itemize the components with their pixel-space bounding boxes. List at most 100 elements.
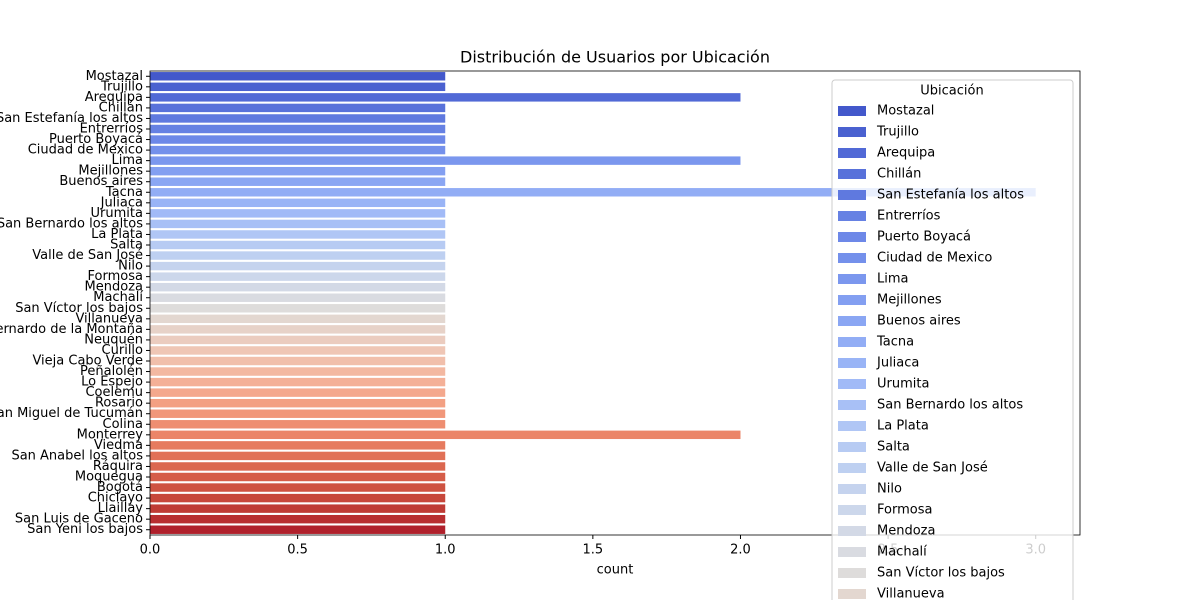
y-tick-label: Lo Espejo: [81, 375, 143, 390]
y-tick-label: Nilo: [118, 259, 143, 274]
legend-swatch: [838, 190, 866, 200]
bar: [150, 240, 446, 250]
y-tick-label: Tacna: [105, 185, 143, 200]
y-tick-label: Monterrey: [77, 427, 144, 442]
bar: [150, 325, 446, 334]
legend-swatch: [838, 400, 866, 410]
y-tick-label: Rosario: [95, 396, 143, 411]
bar: [150, 198, 446, 208]
bar: [150, 114, 446, 123]
legend-label: San Víctor los bajos: [877, 566, 1005, 581]
legend-label: Mejillones: [877, 293, 942, 308]
bar: [150, 293, 446, 302]
bar: [150, 388, 446, 397]
y-tick-label: San Bernardo de la Montaña: [0, 322, 143, 337]
legend-label: Arequipa: [877, 146, 935, 161]
y-tick-label: Chiclayo: [88, 491, 143, 506]
y-tick-label: San Bernardo los altos: [0, 216, 143, 231]
bar: [150, 72, 446, 81]
legend-swatch: [838, 295, 866, 305]
bar: [150, 135, 446, 144]
y-tick-label: Villanueva: [75, 311, 143, 326]
legend-label: Urumita: [877, 377, 929, 392]
bar: [150, 398, 446, 408]
bar: [150, 209, 446, 218]
bar: [150, 346, 446, 355]
bar: [150, 462, 446, 471]
bar: [150, 251, 446, 260]
x-tick-label: 0.5: [287, 543, 308, 558]
legend-swatch: [838, 211, 866, 221]
legend-label: Ciudad de Mexico: [877, 251, 992, 266]
bar: [150, 304, 446, 313]
legend-label: Lima: [877, 272, 908, 287]
x-tick-label: 1.0: [435, 543, 456, 558]
x-tick-label: 0.0: [140, 543, 161, 558]
bar: [150, 188, 1036, 197]
bar: [150, 367, 446, 376]
bar: [150, 451, 446, 461]
bar: [150, 356, 446, 366]
y-tick-label: Salta: [110, 238, 143, 253]
legend-label: Trujillo: [876, 125, 919, 140]
x-tick-label: 1.5: [583, 543, 604, 558]
y-tick-label: Colina: [103, 417, 143, 432]
legend-label: Mostazal: [877, 104, 934, 119]
y-tick-label: Neuquén: [84, 332, 143, 347]
y-tick-label: San Miguel de Tucumán: [0, 406, 143, 421]
bar: [150, 156, 741, 165]
y-tick-label: Viedma: [94, 438, 143, 453]
legend-title: Ubicación: [920, 84, 983, 99]
legend-swatch: [838, 316, 866, 326]
y-tick-label: Bogotá: [97, 480, 143, 495]
legend-label: Chillán: [877, 167, 921, 182]
bar: [150, 335, 446, 345]
bar: [150, 441, 446, 450]
y-tick-label: Vieja Cabo Verde: [32, 354, 143, 369]
bar: [150, 93, 741, 102]
y-tick-label: Mostazal: [86, 69, 143, 84]
legend-swatch: [838, 568, 866, 578]
legend-swatch: [838, 463, 866, 473]
legend-swatch: [838, 148, 866, 158]
legend-swatch: [838, 442, 866, 452]
bar: [150, 145, 446, 155]
legend-label: San Bernardo los altos: [877, 398, 1023, 413]
y-tick-label: Peñalolén: [80, 364, 143, 379]
legend-label: La Plata: [877, 419, 929, 434]
y-tick-label: Mejillones: [78, 164, 143, 179]
y-tick-label: Ciudad de Mexico: [28, 143, 143, 158]
chart-title: Distribución de Usuarios por Ubicación: [460, 48, 770, 67]
bar: [150, 177, 446, 186]
y-tick-label: San Estefanía los altos: [0, 111, 143, 126]
bar: [150, 377, 446, 387]
y-tick-label: San Yeni los bajos: [27, 522, 143, 537]
bar: [150, 493, 446, 503]
legend-label: Buenos aires: [877, 314, 961, 329]
y-tick-label: Urumita: [91, 206, 143, 221]
bar: [150, 409, 446, 418]
legend-label: Machalí: [877, 545, 927, 560]
y-tick-label: Curillo: [102, 343, 143, 358]
y-tick-label: La Plata: [91, 227, 143, 242]
legend-label: Juliaca: [876, 356, 919, 371]
x-axis-label: count: [597, 563, 634, 578]
bar: [150, 261, 446, 271]
bar: [150, 314, 446, 324]
y-tick-label: Ráquira: [93, 459, 143, 474]
legend-swatch: [838, 526, 866, 536]
axes-frame: [149, 70, 1081, 536]
bar: [150, 219, 446, 229]
bar: [150, 504, 446, 513]
bar: [150, 103, 446, 113]
legend-swatch: [838, 379, 866, 389]
y-tick-label: Arequipa: [85, 90, 143, 105]
y-tick-label: San Luis de Gaceno: [15, 512, 143, 527]
bar: [150, 124, 446, 134]
legend-swatch: [838, 484, 866, 494]
legend-label: Salta: [877, 440, 910, 455]
y-tick-label: San Anabel los altos: [11, 448, 143, 463]
x-tick-label: 2.0: [730, 543, 751, 558]
legend-swatch: [838, 337, 866, 347]
